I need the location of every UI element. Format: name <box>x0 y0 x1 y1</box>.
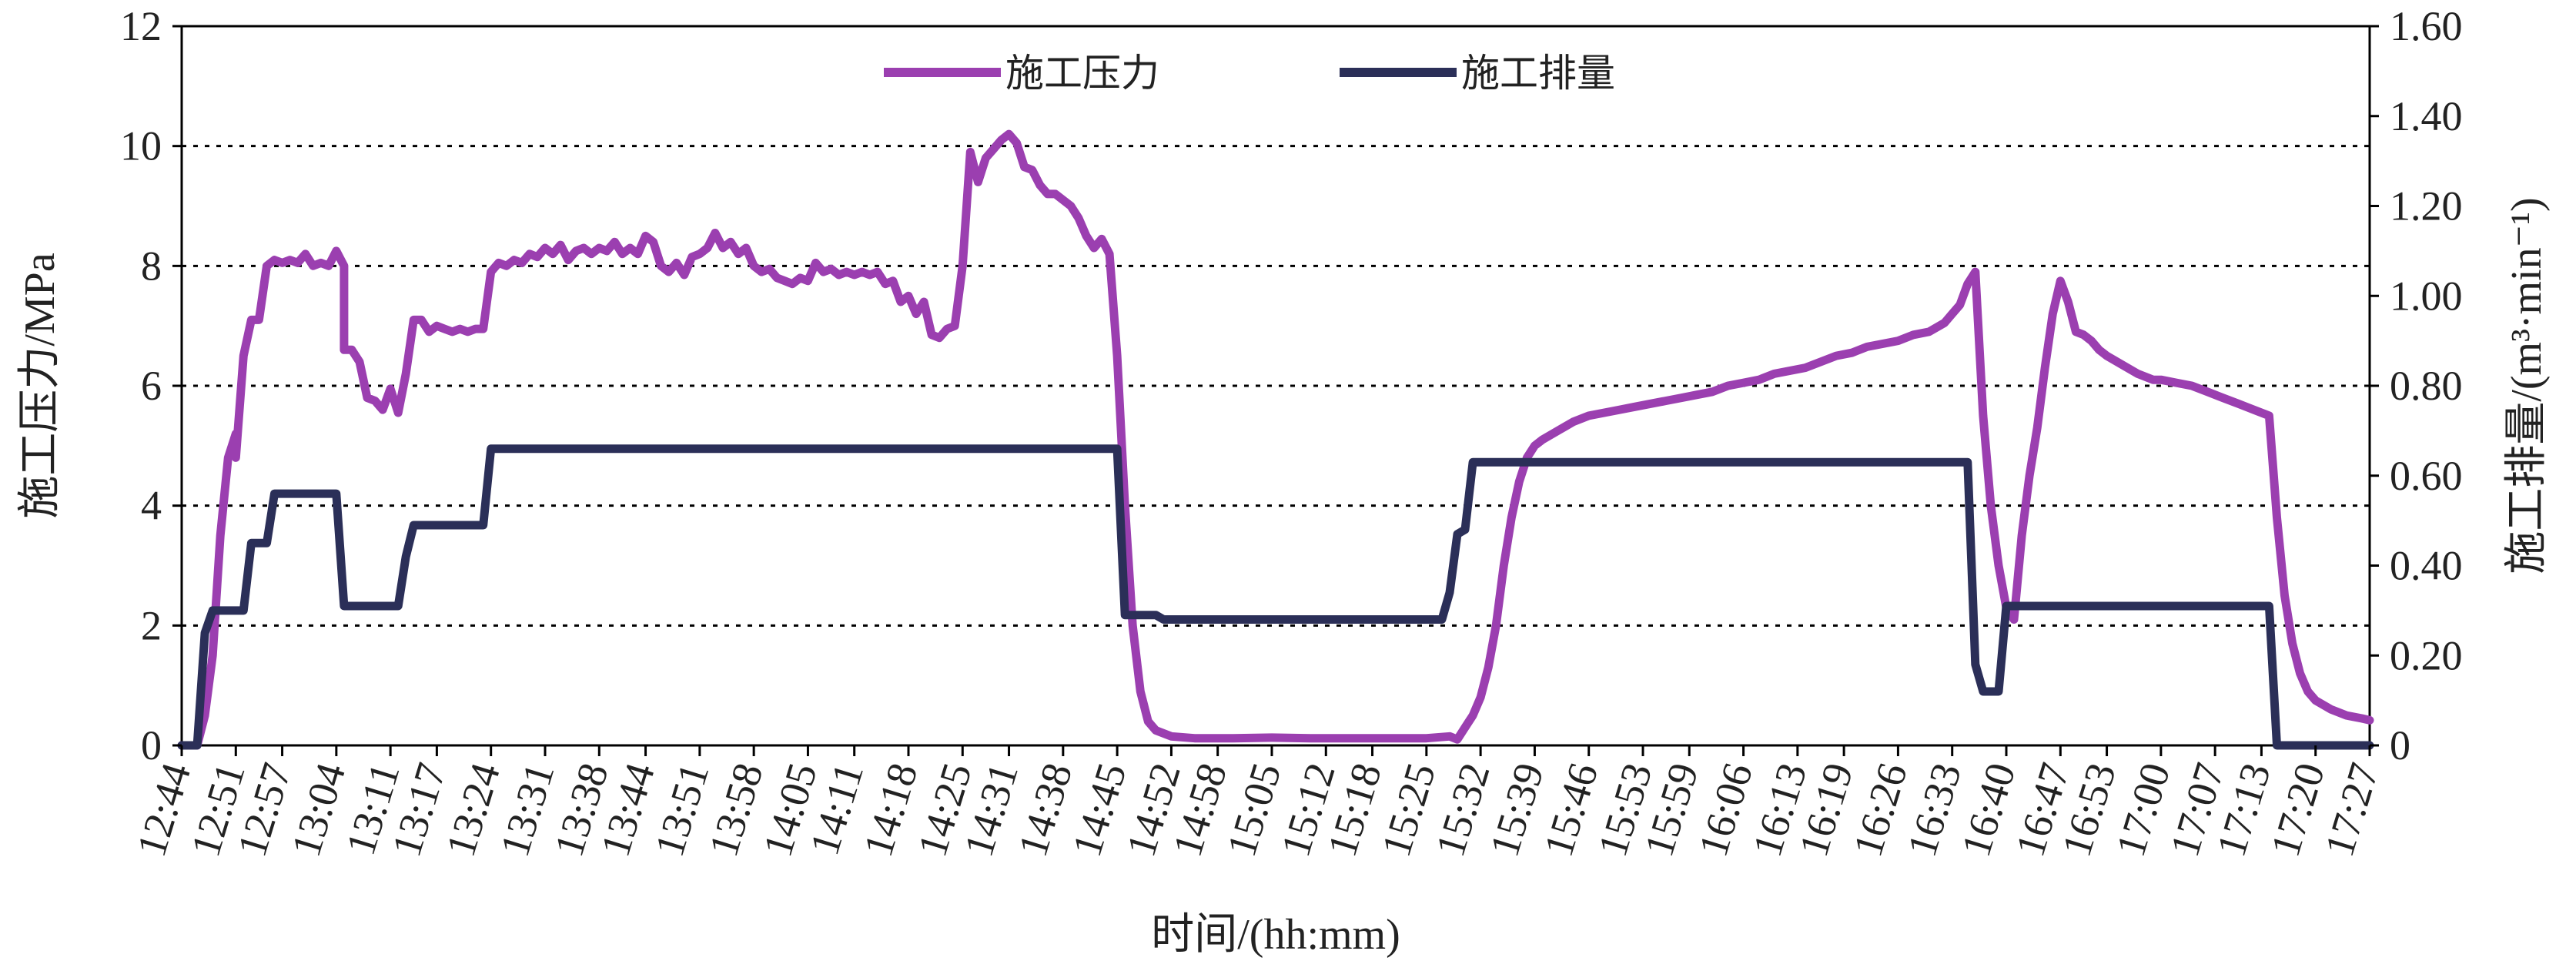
y-right-tick-label: 1.20 <box>2390 183 2463 229</box>
y-right-tick-label: 0 <box>2390 722 2410 768</box>
y-axis-left-title: 施工压力/MPa <box>16 253 64 518</box>
y-right-tick-label: 0.80 <box>2390 363 2463 409</box>
y-left-tick-label: 4 <box>141 483 162 529</box>
series-lines <box>177 129 2374 750</box>
y-left-tick-label: 8 <box>141 243 162 289</box>
y-axis-right-title: 施工排量/(m³·min⁻¹) <box>2503 197 2551 574</box>
y-right-tick-label: 0.40 <box>2390 543 2463 589</box>
y-axis-left-ticks: 0 2 4 6 8 10 12 <box>120 3 182 768</box>
y-left-tick-label: 2 <box>141 602 162 648</box>
x-axis-title: 时间/(hh:mm) <box>1151 911 1400 959</box>
x-axis-ticks: 12:4412:5112:5713:0413:1113:1713:2413:31… <box>128 745 2387 862</box>
y-left-tick-label: 12 <box>120 3 162 49</box>
y-right-tick-label: 1.00 <box>2390 273 2463 319</box>
y-left-tick-label: 10 <box>120 123 162 169</box>
y-left-tick-label: 0 <box>141 722 162 768</box>
legend: 施工压力 施工排量 <box>884 52 1615 95</box>
legend-rate-label: 施工排量 <box>1461 52 1615 95</box>
y-left-tick-label: 6 <box>141 363 162 409</box>
y-right-tick-label: 0.20 <box>2390 632 2463 678</box>
y-right-tick-label: 1.40 <box>2390 93 2463 139</box>
y-right-tick-label: 1.60 <box>2390 3 2463 49</box>
series-line-2 <box>177 444 2374 750</box>
y-axis-right-ticks: 0 0.20 0.40 0.60 0.80 1.00 1.20 1.40 1.60 <box>2370 3 2463 768</box>
legend-pressure-label: 施工压力 <box>1005 52 1159 95</box>
series-line-1 <box>177 129 2374 750</box>
y-right-tick-label: 0.60 <box>2390 453 2463 499</box>
